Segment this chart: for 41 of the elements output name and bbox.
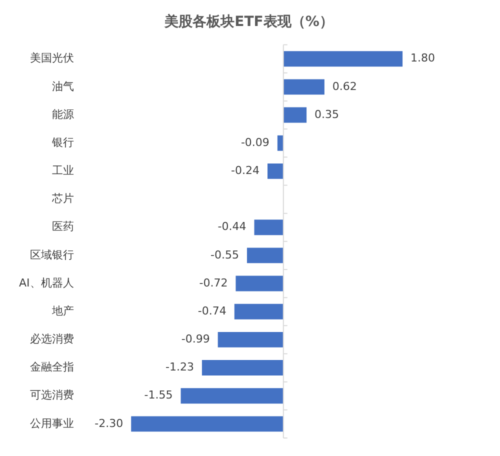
data-label: -0.55 bbox=[210, 248, 239, 262]
chart-title: 美股各板块ETF表现（%） bbox=[164, 13, 334, 30]
data-label: 1.80 bbox=[410, 52, 436, 65]
y-tick-label: 地产 bbox=[50, 304, 74, 318]
data-label: 0.62 bbox=[332, 80, 357, 93]
data-label: -0.09 bbox=[240, 136, 270, 149]
bar bbox=[277, 135, 284, 151]
y-tick-label: 能源 bbox=[52, 108, 74, 121]
data-label: -2.30 bbox=[94, 416, 124, 430]
data-label: -0.72 bbox=[199, 276, 228, 290]
y-tick-label: 芯片 bbox=[50, 192, 74, 206]
y-tick-label: AI、机器人 bbox=[18, 276, 74, 290]
bar bbox=[202, 360, 284, 376]
y-tick-label: 银行 bbox=[50, 136, 74, 149]
bar bbox=[254, 220, 284, 236]
data-label: -1.23 bbox=[165, 360, 194, 374]
data-label: -0.24 bbox=[231, 164, 260, 178]
y-tick-label: 工业 bbox=[52, 164, 74, 178]
bar bbox=[246, 248, 284, 264]
data-label: -0.44 bbox=[218, 220, 246, 234]
bar bbox=[234, 304, 284, 320]
y-tick-label: 美国光伏 bbox=[30, 52, 74, 65]
y-tick-label: 金融全指 bbox=[30, 360, 74, 374]
bar bbox=[236, 276, 284, 292]
bar bbox=[283, 107, 307, 123]
y-tick-label: 公用事业 bbox=[30, 416, 74, 430]
bar bbox=[267, 163, 284, 179]
y-tick-label: 区域银行 bbox=[30, 248, 74, 262]
y-tick-label: 医药 bbox=[52, 220, 74, 234]
data-label: 0.35 bbox=[314, 108, 340, 121]
bar bbox=[180, 388, 284, 404]
data-label: -0.74 bbox=[198, 304, 226, 318]
y-tick-label: 必选消费 bbox=[30, 332, 74, 346]
y-tick-label: 可选消费 bbox=[30, 388, 74, 402]
y-tick-label: 油气 bbox=[52, 80, 74, 93]
bar bbox=[283, 79, 324, 95]
data-label: -1.55 bbox=[144, 388, 173, 402]
bar bbox=[283, 51, 403, 67]
bar bbox=[218, 332, 284, 348]
bar bbox=[131, 416, 284, 432]
data-label: -0.99 bbox=[181, 332, 210, 346]
